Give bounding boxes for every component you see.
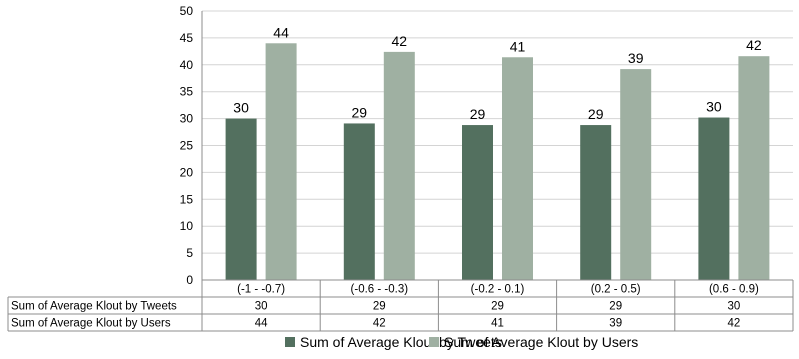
y-tick-label: 20 <box>180 165 194 179</box>
y-tick-label: 45 <box>180 31 194 45</box>
y-tick-label: 50 <box>180 4 194 18</box>
legend-swatch-users <box>429 337 439 347</box>
y-tick-label: 40 <box>180 58 194 72</box>
bar-tweets <box>698 117 730 280</box>
x-category-label: (-0.6 - -0.3) <box>351 284 409 296</box>
table-row-label: Sum of Average Klout by Tweets <box>11 301 177 313</box>
bar-tweets <box>343 123 375 280</box>
data-label: 42 <box>392 33 408 49</box>
table-cell: 30 <box>728 301 741 313</box>
y-tick-label: 0 <box>186 273 193 287</box>
y-tick-label: 10 <box>180 219 194 233</box>
bar-tweets <box>462 125 493 280</box>
bar-users <box>383 51 415 280</box>
legend-label: Sum of Average Klout by Users <box>444 334 638 350</box>
bar-users <box>738 56 770 280</box>
x-category-label: (-0.2 - 0.1) <box>471 284 525 296</box>
x-category-label: (0.2 - 0.5) <box>591 284 641 296</box>
data-label: 29 <box>352 104 368 120</box>
y-tick-label: 25 <box>180 139 194 153</box>
bar-users <box>620 69 652 280</box>
legend-swatch-tweets <box>285 337 295 347</box>
bar-users <box>265 43 297 280</box>
table-row-label: Sum of Average Klout by Users <box>11 318 171 330</box>
data-label: 39 <box>628 50 644 66</box>
data-label: 42 <box>746 37 762 53</box>
table-cell: 29 <box>491 301 504 313</box>
y-tick-label: 5 <box>186 246 193 260</box>
table-cell: 44 <box>255 318 268 330</box>
table-cell: 41 <box>491 318 504 330</box>
y-tick-label: 15 <box>180 192 194 206</box>
table-cell: 42 <box>728 318 741 330</box>
table-cell: 29 <box>609 301 622 313</box>
bar-tweets <box>225 118 257 280</box>
data-label: 29 <box>588 106 604 122</box>
table-cell: 39 <box>609 318 622 330</box>
data-label: 29 <box>470 106 486 122</box>
x-category-label: (-1 - -0.7) <box>237 284 285 296</box>
data-label: 41 <box>510 38 526 54</box>
bar-tweets <box>580 125 612 280</box>
data-label: 30 <box>706 99 722 115</box>
data-label: 44 <box>273 24 289 40</box>
bar-users <box>502 57 533 280</box>
y-tick-label: 30 <box>180 112 194 126</box>
table-cell: 29 <box>373 301 386 313</box>
x-category-label: (0.6 - 0.9) <box>709 284 759 296</box>
y-tick-label: 35 <box>180 85 194 99</box>
table-cell: 30 <box>255 301 268 313</box>
data-label: 30 <box>233 100 249 116</box>
legend-label: Sum of Average Klout by Tweets <box>300 334 502 350</box>
table-cell: 42 <box>373 318 386 330</box>
